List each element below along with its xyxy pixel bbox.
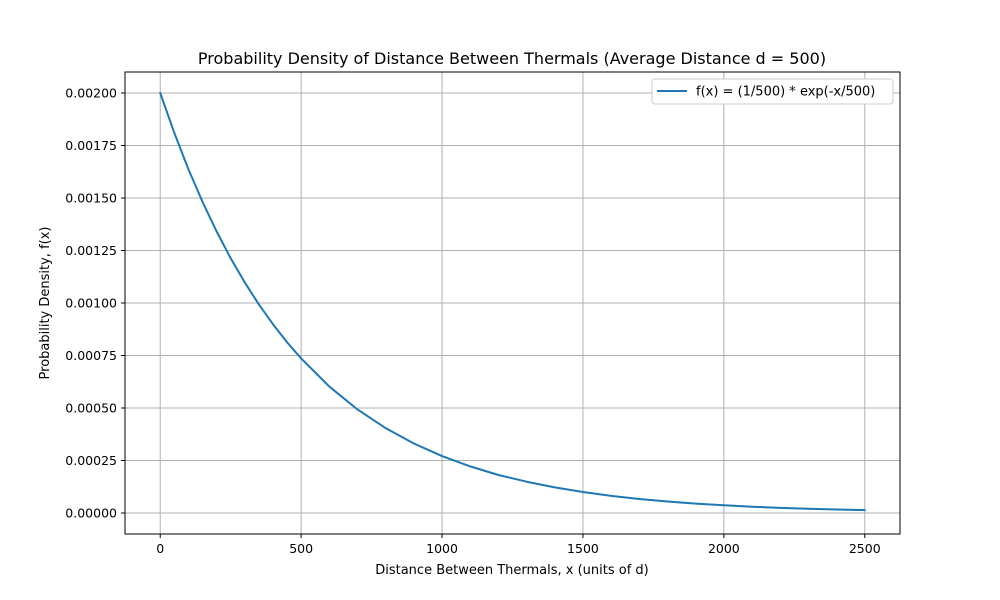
y-tick-label: 0.00200 [65,86,117,101]
chart-title: Probability Density of Distance Between … [198,49,826,68]
y-axis-label: Probability Density, f(x) [38,227,53,380]
y-tick-label: 0.00175 [65,138,117,153]
y-tick-label: 0.00125 [65,243,117,258]
y-tick-label: 0.00075 [65,348,117,363]
y-tick-label: 0.00050 [65,401,117,416]
series-layer [159,92,866,512]
x-tick-label: 2500 [849,541,881,556]
x-axis-label: Distance Between Thermals, x (units of d… [375,563,649,578]
y-tick-label: 0.00025 [65,453,117,468]
x-tick-label: 1000 [426,541,458,556]
series-line [159,92,866,512]
legend: f(x) = (1/500) * exp(-x/500) [651,78,894,105]
y-tick-label: 0.00000 [65,506,117,521]
legend-box [651,78,894,105]
y-tick-label: 0.00100 [65,296,117,311]
grid [125,72,900,534]
y-tick-label: 0.00150 [65,191,117,206]
x-tick-label: 2000 [708,541,740,556]
x-tick-label: 1500 [567,541,599,556]
x-axis: 0 500 1000 1500 2000 2500 [156,534,881,556]
x-tick-label: 0 [156,541,164,556]
x-tick-label: 500 [289,541,313,556]
y-axis: 0.00000 0.00025 0.00050 0.00075 0.00100 0.001… [65,86,125,521]
legend-label: f(x) = (1/500) * exp(-x/500) [696,85,875,100]
